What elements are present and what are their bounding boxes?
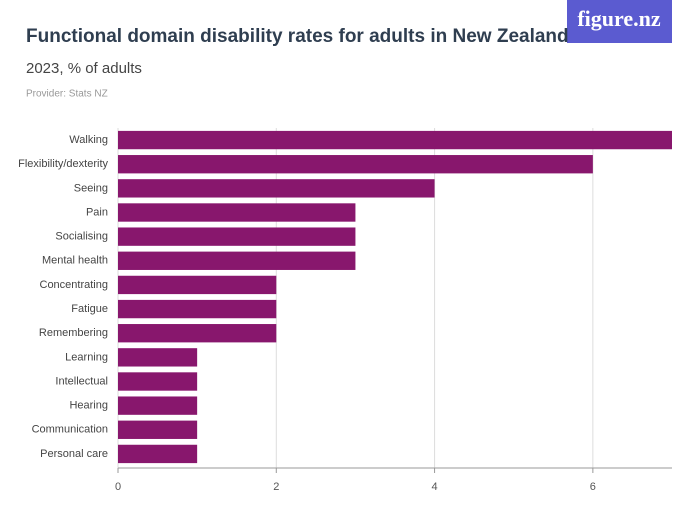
y-tick-label: Personal care <box>40 448 108 460</box>
logo: figure.nz <box>577 6 661 31</box>
bar <box>118 324 277 343</box>
bar <box>118 155 593 174</box>
bar <box>118 227 356 246</box>
y-tick-label: Flexibility/dexterity <box>18 158 108 170</box>
y-tick-label: Communication <box>32 424 108 436</box>
bar <box>118 179 435 198</box>
bar <box>118 275 277 295</box>
x-tick-label: 0 <box>115 481 121 493</box>
provider: Provider: Stats NZ <box>26 89 108 100</box>
y-tick-label: Fatigue <box>71 303 108 315</box>
x-tick-label: 6 <box>590 481 596 493</box>
y-tick-label: Seeing <box>74 182 108 194</box>
bar <box>118 396 198 415</box>
bar <box>118 372 198 391</box>
bar <box>118 251 356 270</box>
logo-box <box>567 0 672 43</box>
y-tick-label: Remembering <box>39 327 108 339</box>
chart-title: Functional domain disability rates for a… <box>26 26 569 47</box>
y-tick-label: Concentrating <box>40 279 109 291</box>
y-tick-label: Learning <box>65 351 108 363</box>
chart-subtitle: 2023, % of adults <box>26 60 142 77</box>
bar <box>118 420 198 439</box>
bar <box>118 130 672 150</box>
y-tick-label: Pain <box>86 206 108 218</box>
y-tick-label: Mental health <box>42 255 108 267</box>
bar <box>118 299 277 319</box>
y-tick-label: Socialising <box>55 231 108 243</box>
bar <box>118 444 198 464</box>
x-tick-label: 4 <box>432 481 438 493</box>
bar <box>118 348 198 367</box>
y-tick-label: Hearing <box>69 400 108 412</box>
x-tick-label: 2 <box>273 481 279 493</box>
bar <box>118 203 356 222</box>
y-tick-label: Walking <box>69 134 108 146</box>
y-tick-label: Intellectual <box>55 375 108 387</box>
